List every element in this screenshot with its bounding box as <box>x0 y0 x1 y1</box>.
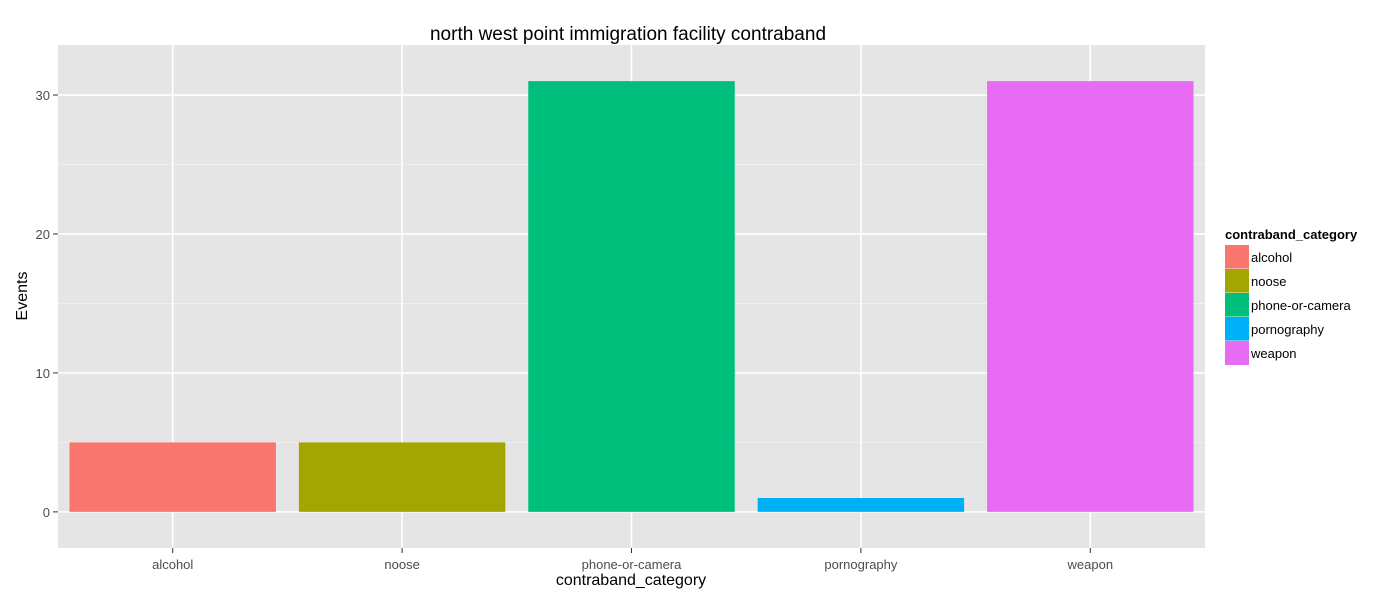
legend-swatch-pornography <box>1225 317 1249 341</box>
x-tick-label: phone-or-camera <box>582 557 682 572</box>
x-axis-title: contraband_category <box>556 572 706 589</box>
legend-label: phone-or-camera <box>1251 298 1351 313</box>
legend-title: contraband_category <box>1225 227 1358 242</box>
y-tick-label: 0 <box>43 505 50 520</box>
y-tick-label: 30 <box>36 88 50 103</box>
x-tick-label: weapon <box>1067 557 1114 572</box>
x-tick-label: alcohol <box>152 557 193 572</box>
legend-swatch-alcohol <box>1225 245 1249 269</box>
y-tick-label: 20 <box>36 227 50 242</box>
x-tick-label: pornography <box>824 557 897 572</box>
legend-swatch-weapon <box>1225 341 1249 365</box>
bar-noose <box>298 442 506 512</box>
bar-pornography <box>757 497 965 512</box>
x-axis-ticks: alcohol noose phone-or-camera pornography we… <box>152 548 1113 572</box>
bar-alcohol <box>69 442 276 512</box>
legend-swatch-noose <box>1225 269 1249 293</box>
legend-label: alcohol <box>1251 250 1292 265</box>
y-axis-title: Events <box>14 272 31 321</box>
bar-phone-or-camera <box>528 81 735 512</box>
x-tick-label: noose <box>384 557 419 572</box>
bar-weapon <box>987 81 1194 512</box>
chart-title: north west point immigration facility co… <box>430 24 826 45</box>
legend: contraband_category alcohol noose phone-or… <box>1224 227 1358 366</box>
legend-label: weapon <box>1250 346 1297 361</box>
legend-label: noose <box>1251 274 1286 289</box>
legend-label: pornography <box>1251 322 1324 337</box>
y-axis-ticks: 0 10 20 30 <box>36 88 58 520</box>
legend-swatch-phone-or-camera <box>1225 293 1249 317</box>
y-tick-label: 10 <box>36 366 50 381</box>
bars <box>69 81 1194 512</box>
